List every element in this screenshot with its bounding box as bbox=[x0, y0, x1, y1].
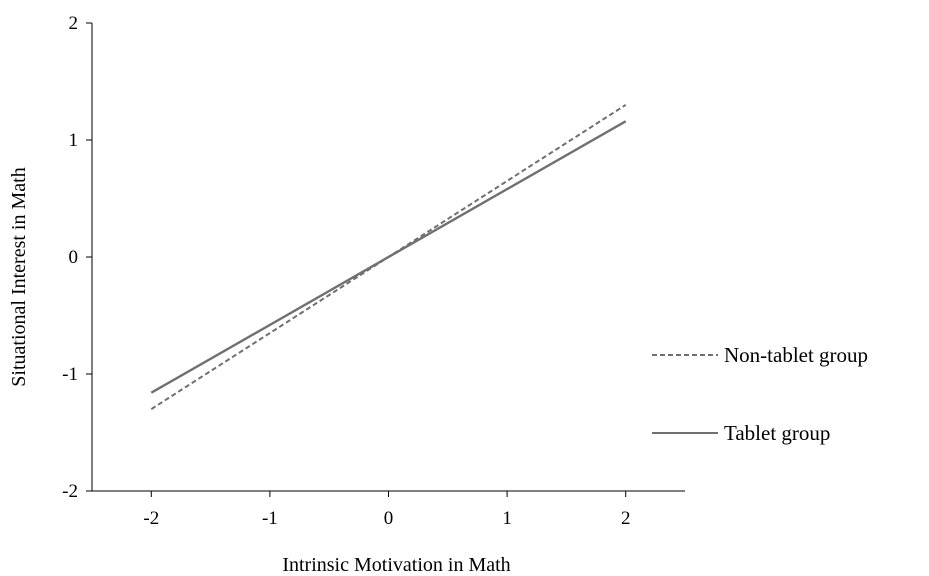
x-tick-label: 1 bbox=[502, 508, 512, 529]
y-tick-label: 2 bbox=[69, 13, 79, 34]
x-axis-title: Intrinsic Motivation in Math bbox=[282, 554, 510, 576]
y-tick-label: 1 bbox=[69, 130, 79, 151]
y-tick-label: 0 bbox=[69, 247, 79, 268]
legend-label: Non-tablet group bbox=[724, 343, 868, 367]
tablet-series-line bbox=[150, 120, 627, 394]
series-lines bbox=[150, 104, 627, 410]
x-tick-label: 0 bbox=[384, 508, 394, 529]
legend-label: Tablet group bbox=[724, 421, 830, 445]
plot-area: -2 -1 0 1 2 -2 -1 0 1 2 bbox=[62, 13, 685, 529]
y-tick-label: -2 bbox=[62, 481, 78, 502]
x-axis-ticks: -2 -1 0 1 2 bbox=[143, 491, 630, 529]
y-tick-label: -1 bbox=[62, 364, 78, 385]
x-tick-label: -2 bbox=[143, 508, 159, 529]
legend: Non-tablet group Tablet group bbox=[652, 343, 868, 445]
x-tick-label: -1 bbox=[262, 508, 278, 529]
y-axis-title: Situational Interest in Math bbox=[8, 167, 30, 386]
x-tick-label: 2 bbox=[621, 508, 631, 529]
y-axis-ticks: -2 -1 0 1 2 bbox=[62, 13, 92, 502]
